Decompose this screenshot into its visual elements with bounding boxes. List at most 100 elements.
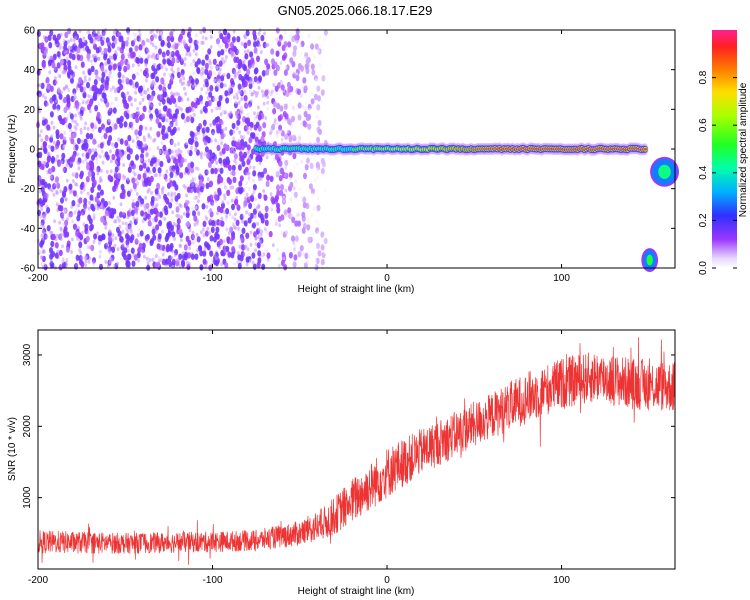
spectrogram-noise-cell (48, 70, 52, 75)
spectrogram-noise-cell (217, 50, 221, 57)
spectrogram-noise-cell (209, 45, 213, 50)
spectrogram-noise-cell (158, 48, 162, 55)
spectrogram-noise-cell (67, 122, 72, 130)
spectrogram-noise-cell (101, 233, 106, 241)
spectrogram-noise-cell (240, 41, 244, 46)
spectrogram-noise-cell (209, 211, 214, 218)
spectrogram-noise-cell (207, 161, 212, 168)
spectrogram-noise-cell (136, 71, 140, 76)
spectrogram-noise-cell (284, 251, 288, 255)
spectrogram-noise-cell (256, 261, 261, 268)
spectrogram-noise-cell (82, 187, 86, 192)
spectrogram-noise-cell (176, 67, 180, 72)
spectrogram-noise-cell (284, 159, 289, 166)
spectrogram-noise-cell (108, 64, 113, 72)
spectrogram-noise-cell (117, 230, 122, 237)
spectrogram-noise-cell (167, 126, 172, 133)
colorbar-tick-label: 0.4 (698, 165, 709, 179)
spectrogram-noise-cell (171, 128, 176, 135)
spectrogram-noise-cell (97, 102, 101, 107)
spectrogram-noise-cell (261, 89, 264, 94)
spectrogram-noise-cell (46, 83, 51, 91)
spectrogram-noise-cell (270, 89, 274, 94)
spectrogram-noise-cell (104, 84, 109, 91)
spectrogram-noise-cell (260, 217, 265, 224)
spectrogram-noise-cell (84, 259, 88, 264)
spectrogram-noise-cell (234, 198, 239, 205)
spectrogram-noise-cell (286, 81, 291, 89)
spectrogram-noise-cell (170, 155, 174, 160)
spectrogram-noise-cell (245, 74, 250, 81)
spectrogram-noise-cell (244, 53, 249, 60)
spectrogram-noise-cell (243, 151, 247, 159)
spectrogram-noise-cell (221, 128, 225, 133)
spectrogram-noise-cell (315, 161, 320, 168)
spectrogram-noise-cell (118, 224, 122, 229)
spectrogram-noise-cell (73, 92, 77, 97)
spectrogram-noise-cell (275, 133, 279, 138)
spectrogram-noise-cell (274, 85, 279, 92)
spectrogram-noise-cell (284, 151, 288, 155)
spectrogram-noise-cell (201, 67, 204, 71)
spectrogram-noise-cell (112, 195, 116, 200)
spectrogram-noise-cell (253, 214, 257, 219)
spectrogram-noise-cell (170, 35, 175, 43)
spectrogram-noise-cell (183, 57, 187, 61)
spectrogram-noise-cell (246, 112, 250, 117)
spectrogram-noise-cell (185, 52, 189, 57)
spectrogram-noise-cell (185, 115, 190, 123)
spectrogram-noise-cell (300, 122, 303, 127)
spectrogram-noise-cell (42, 249, 45, 254)
spectrogram-noise-cell (123, 121, 128, 128)
spectrogram-noise-cell (147, 220, 152, 227)
spectrogram-noise-cell (63, 221, 67, 225)
spectrogram-noise-cell (141, 97, 145, 102)
spectrogram-noise-cell (98, 254, 102, 259)
spectrogram-noise-cell (215, 78, 219, 82)
spectrogram-noise-cell (81, 139, 84, 144)
spectrogram-noise-cell (108, 201, 111, 205)
spectrogram-noise-cell (161, 98, 166, 105)
spectrogram-noise-cell (112, 30, 116, 35)
spectrogram-noise-cell (274, 219, 278, 223)
spectrogram-noise-cell (318, 35, 322, 40)
spectrogram-noise-cell (61, 244, 64, 249)
spectrogram-noise-cell (265, 69, 270, 76)
spectrogram-noise-cell (278, 160, 283, 167)
spectrogram-noise-cell (216, 144, 221, 152)
spectrogram-noise-cell (115, 150, 120, 157)
snr-ytick-label: 1000 (22, 486, 33, 509)
spectrogram-noise-cell (52, 94, 57, 101)
spectrogram-noise-cell (46, 193, 50, 198)
spectrogram-noise-cell (126, 176, 130, 181)
spectrogram-noise-cell (224, 186, 228, 191)
spectrogram-noise-cell (306, 260, 309, 265)
spectrogram-noise-cell (235, 219, 240, 226)
spectrogram-noise-cell (63, 209, 67, 213)
spectrogram-noise-cell (65, 246, 70, 253)
spectrogram-noise-cell (177, 127, 180, 131)
spectrogram-noise-cell (305, 45, 309, 50)
spectrogram-noise-cell (294, 220, 299, 227)
spectrogram-noise-cell (229, 185, 233, 190)
spectrogram-noise-cell (92, 41, 96, 46)
spectrogram-noise-cell (220, 44, 223, 49)
spectrogram-noise-cell (126, 31, 130, 36)
spectrogram-noise-cell (40, 222, 44, 227)
spectrogram-noise-cell (270, 207, 274, 212)
spectrogram-noise-cell (249, 126, 253, 131)
snr-ylabel: SNR (10 * v/v) (7, 417, 18, 481)
spectrogram-noise-cell (231, 215, 235, 220)
spectrogram-noise-cell (83, 126, 87, 131)
spectrogram-noise-cell (258, 161, 262, 166)
spectrogram-noise-cell (80, 41, 85, 48)
spectrogram-noise-cell (291, 216, 296, 223)
spectrogram-noise-cell (263, 194, 268, 201)
spectrogram-noise-cell (288, 134, 293, 142)
spectrogram-noise-cell (142, 172, 147, 180)
spectrogram-noise-cell (294, 34, 298, 41)
spectrogram-noise-cell (229, 149, 233, 154)
spectrogram-noise-cell (43, 181, 48, 189)
spectrogram-noise-cell (292, 107, 296, 112)
spectrogram-noise-cell (202, 119, 207, 127)
